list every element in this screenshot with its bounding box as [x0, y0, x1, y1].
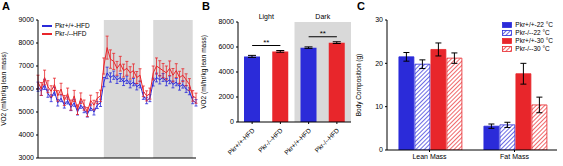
svg-text:3000: 3000 — [18, 154, 34, 161]
svg-text:0: 0 — [230, 118, 234, 125]
svg-text:Pkr+/+-HFD: Pkr+/+-HFD — [226, 126, 256, 156]
svg-text:5000: 5000 — [18, 108, 34, 115]
svg-text:Pkr-/--HFD: Pkr-/--HFD — [313, 126, 340, 153]
svg-text:VO2 (ml/hr/kg lean mass): VO2 (ml/hr/kg lean mass) — [200, 35, 208, 109]
svg-text:**: ** — [263, 38, 269, 47]
html-text:Pkr-/--22 °C: Pkr-/--22 °C — [515, 29, 550, 36]
svg-text:10: 10 — [375, 103, 383, 110]
html-text:Pkr+/+-30 °C: Pkr+/+-30 °C — [515, 37, 553, 44]
svg-text:4000: 4000 — [218, 68, 234, 75]
svg-text:7000: 7000 — [18, 62, 34, 69]
html-text:B: B — [202, 0, 210, 12]
svg-text:0: 0 — [379, 146, 383, 153]
html-text:Pkr+/+-22 °C: Pkr+/+-22 °C — [515, 21, 553, 28]
svg-text:6000: 6000 — [218, 43, 234, 50]
svg-text:8000: 8000 — [218, 18, 234, 25]
svg-text:VO2 (ml/hr/kg lean mass): VO2 (ml/hr/kg lean mass) — [8, 52, 9, 126]
svg-text:20: 20 — [375, 60, 383, 67]
svg-text:30: 30 — [375, 16, 383, 23]
svg-text:9000: 9000 — [18, 16, 34, 23]
svg-text:Body Composition (g): Body Composition (g) — [355, 54, 363, 117]
svg-text:Pkr-/--HFD: Pkr-/--HFD — [257, 126, 284, 153]
svg-text:6000: 6000 — [18, 85, 34, 92]
html-text:Pkr+/+-HFD: Pkr+/+-HFD — [55, 22, 90, 29]
svg-text:Fat Mass: Fat Mass — [500, 153, 529, 160]
html-text:C: C — [357, 0, 365, 12]
svg-text:8000: 8000 — [18, 39, 34, 46]
svg-text:Pkr+/+-HFD: Pkr+/+-HFD — [283, 126, 313, 156]
svg-text:Lean Mass: Lean Mass — [412, 153, 447, 160]
svg-text:4000: 4000 — [18, 131, 34, 138]
svg-text:Dark: Dark — [315, 13, 330, 20]
svg-text:**: ** — [320, 29, 326, 38]
html-text:A: A — [2, 0, 10, 12]
html-text:Pkr-/--30 °C: Pkr-/--30 °C — [515, 45, 550, 52]
svg-text:Light: Light — [259, 13, 274, 21]
html-text:Pkr-/--HFD: Pkr-/--HFD — [55, 30, 87, 37]
svg-text:2000: 2000 — [218, 93, 234, 100]
